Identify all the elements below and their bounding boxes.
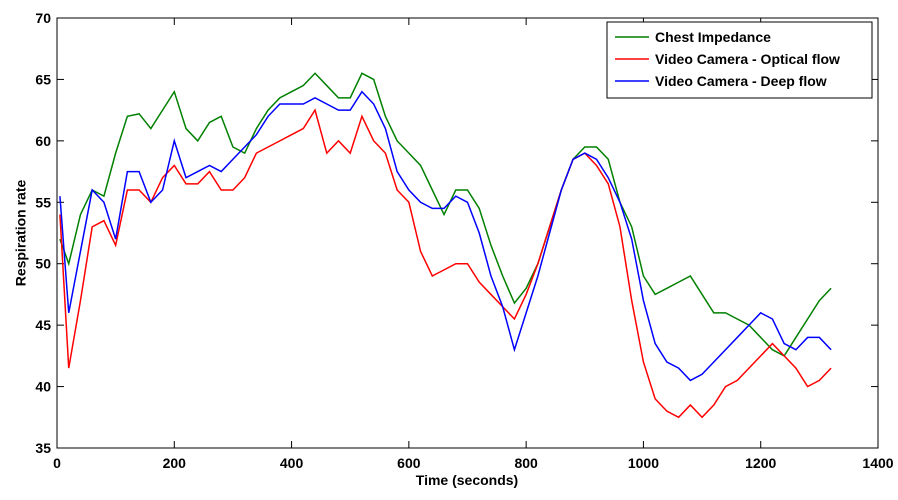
series-line <box>59 90 832 382</box>
y-tick-label: 50 <box>35 256 51 272</box>
legend: Chest Impedance Video Camera - Optical fl… <box>606 21 873 99</box>
legend-box <box>606 21 873 99</box>
y-tick-label: 35 <box>35 440 51 456</box>
y-tick-label: 65 <box>35 71 51 87</box>
x-tick-label: 800 <box>514 455 538 471</box>
x-tick-label: 1000 <box>628 455 659 471</box>
series-line <box>59 72 832 357</box>
y-tick-label: 40 <box>35 379 51 395</box>
x-tick-label: 1400 <box>862 455 893 471</box>
y-tick-label: 60 <box>35 133 51 149</box>
legend-label: Chest Impedance <box>655 29 771 45</box>
series-line <box>59 108 832 419</box>
x-tick-label: 0 <box>53 455 61 471</box>
legend-label: Video Camera - Optical flow <box>655 51 840 67</box>
y-tick-label: 70 <box>35 10 51 26</box>
legend-label: Video Camera - Deep flow <box>655 73 827 89</box>
y-tick-label: 55 <box>35 194 51 210</box>
plot-frame <box>56 17 879 449</box>
x-tick-label: 200 <box>163 455 187 471</box>
y-tick-label: 45 <box>35 317 51 333</box>
x-axis-label: Time (seconds) <box>416 472 518 488</box>
x-tick-label: 1200 <box>745 455 776 471</box>
x-tick-label: 600 <box>397 455 421 471</box>
x-tick-label: 400 <box>280 455 304 471</box>
y-axis-label: Respiration rate <box>13 179 29 286</box>
